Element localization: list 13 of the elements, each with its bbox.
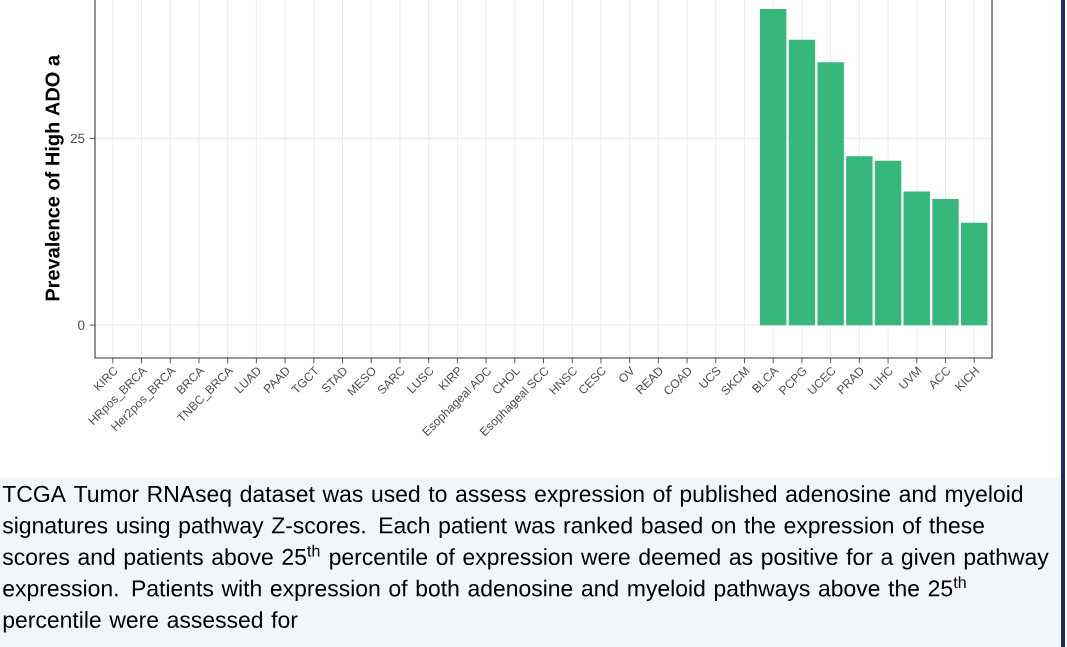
bar: [903, 191, 930, 326]
y-tick-label: 0: [78, 320, 85, 330]
text: TCGA Tumor RNAseq dataset was used to assess expression of published adenosine and myeloid signatures using pathway Z-scores. Each patient was ranked based on the expression of these scores and patients above 25$^{th}$ percentile of expression were deemed as positive for a given pathway expression. Patients with expression of both adenosine and myeloid pathways above the 25$^{th}$ percentile were assessed for: [2, 485, 1049, 633]
bar: [788, 39, 816, 326]
y-axis-title: Prevalence of High ADO a: [44, 54, 64, 301]
x-tick-label: OV: [619, 365, 634, 382]
bar: [961, 222, 988, 326]
bar: [932, 198, 959, 326]
bar: [874, 160, 902, 326]
y-tick-label: 25: [70, 133, 85, 144]
bar: [817, 62, 844, 326]
bar: [760, 9, 787, 326]
bar: [846, 156, 873, 326]
